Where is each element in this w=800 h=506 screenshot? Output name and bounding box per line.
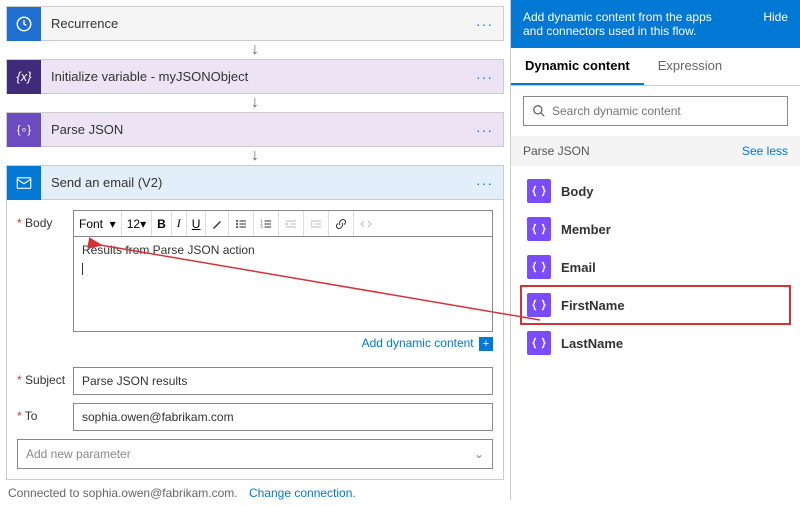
json-icon: {∘} <box>7 113 41 147</box>
token-label: FirstName <box>561 298 625 313</box>
token-icon <box>527 255 551 279</box>
token-lastname[interactable]: LastName <box>521 324 790 362</box>
step-parse-json[interactable]: {∘} Parse JSON ··· <box>6 112 504 147</box>
token-body[interactable]: Body <box>521 172 790 210</box>
see-less-link[interactable]: See less <box>742 144 788 158</box>
dynamic-content-panel: Add dynamic content from the apps and co… <box>510 0 800 500</box>
tab-expression[interactable]: Expression <box>644 48 736 85</box>
search-box[interactable] <box>523 96 788 126</box>
token-label: LastName <box>561 336 623 351</box>
panel-header: Add dynamic content from the apps and co… <box>511 0 800 48</box>
token-member[interactable]: Member <box>521 210 790 248</box>
search-input[interactable] <box>552 104 779 118</box>
connector-arrow: ↓ <box>6 41 504 59</box>
body-label: * Body <box>17 210 73 230</box>
chevron-down-icon: ⌄ <box>474 447 484 461</box>
add-parameter-dropdown[interactable]: Add new parameter ⌄ <box>17 439 493 469</box>
subject-label: * Subject <box>17 367 73 387</box>
to-label: * To <box>17 403 73 423</box>
font-selector[interactable]: Font ▾ <box>74 211 122 236</box>
section-header: Parse JSON See less <box>511 136 800 166</box>
variable-icon: {x} <box>7 60 41 94</box>
underline-button[interactable]: U <box>187 211 207 236</box>
connection-footer: Connected to sophia.owen@fabrikam.com. C… <box>6 480 504 506</box>
connector-arrow: ↓ <box>6 147 504 165</box>
step-initialize-variable[interactable]: {x} Initialize variable - myJSONObject ·… <box>6 59 504 94</box>
token-firstname[interactable]: FirstName <box>521 286 790 324</box>
size-selector[interactable]: 12 ▾ <box>122 211 152 236</box>
email-card: * Body Font ▾ 12 ▾ B I U <box>6 200 504 480</box>
step-title: Recurrence <box>41 16 466 31</box>
step-recurrence[interactable]: Recurrence ··· <box>6 6 504 41</box>
code-button[interactable] <box>354 211 378 236</box>
link-button[interactable] <box>329 211 354 236</box>
token-icon <box>527 331 551 355</box>
step-send-email[interactable]: Send an email (V2) ··· <box>6 165 504 200</box>
svg-text:3: 3 <box>261 225 263 229</box>
subject-input[interactable] <box>73 367 493 395</box>
connector-arrow: ↓ <box>6 94 504 112</box>
clock-icon <box>7 7 41 41</box>
numbers-button[interactable]: 123 <box>254 211 279 236</box>
step-title: Initialize variable - myJSONObject <box>41 69 466 84</box>
tab-dynamic-content[interactable]: Dynamic content <box>511 48 644 85</box>
panel-tabs: Dynamic content Expression <box>511 48 800 86</box>
to-input[interactable] <box>73 403 493 431</box>
token-label: Member <box>561 222 611 237</box>
token-label: Body <box>561 184 594 199</box>
step-menu-button[interactable]: ··· <box>466 122 503 138</box>
add-dynamic-content-link[interactable]: Add dynamic content <box>362 336 474 350</box>
body-text-line: Results from Parse JSON action <box>82 243 484 257</box>
flow-designer-canvas: Recurrence ··· ↓ {x} Initialize variable… <box>0 0 510 500</box>
token-label: Email <box>561 260 596 275</box>
color-button[interactable] <box>206 211 229 236</box>
step-menu-button[interactable]: ··· <box>466 175 503 191</box>
token-email[interactable]: Email <box>521 248 790 286</box>
hide-panel-link[interactable]: Hide <box>763 10 788 24</box>
step-menu-button[interactable]: ··· <box>466 69 503 85</box>
step-title: Send an email (V2) <box>41 175 466 190</box>
bullets-button[interactable] <box>229 211 254 236</box>
body-editor[interactable]: Results from Parse JSON action <box>73 236 493 332</box>
token-list: Body Member Email FirstName LastName <box>511 166 800 368</box>
token-icon <box>527 293 551 317</box>
search-icon <box>532 104 546 118</box>
change-connection-link[interactable]: Change connection. <box>249 486 356 500</box>
italic-button[interactable]: I <box>172 211 187 236</box>
email-icon <box>7 166 41 200</box>
bold-button[interactable]: B <box>152 211 172 236</box>
step-menu-button[interactable]: ··· <box>466 16 503 32</box>
rich-text-toolbar: Font ▾ 12 ▾ B I U 123 <box>73 210 493 236</box>
indent-button[interactable] <box>304 211 329 236</box>
outdent-button[interactable] <box>279 211 304 236</box>
token-icon <box>527 179 551 203</box>
token-icon <box>527 217 551 241</box>
plus-icon[interactable]: + <box>479 337 493 351</box>
step-title: Parse JSON <box>41 122 466 137</box>
